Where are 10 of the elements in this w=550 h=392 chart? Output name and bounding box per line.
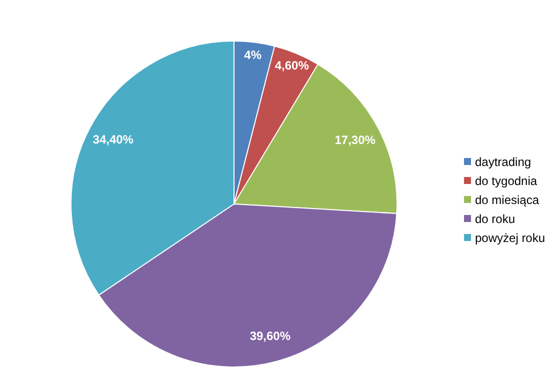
legend-label: do miesiąca [475,193,540,207]
data-label: 34,40% [92,132,134,147]
data-label: 39,60% [250,329,291,344]
legend-label: do tygodnia [475,174,538,188]
data-label: 4,60% [274,58,310,73]
data-label: 4% [244,48,262,62]
legend-label: do roku [475,212,516,226]
legend-label: daytrading [475,155,532,169]
data-label: 17,30% [334,133,376,148]
legend-label: powyżej roku [475,231,546,245]
